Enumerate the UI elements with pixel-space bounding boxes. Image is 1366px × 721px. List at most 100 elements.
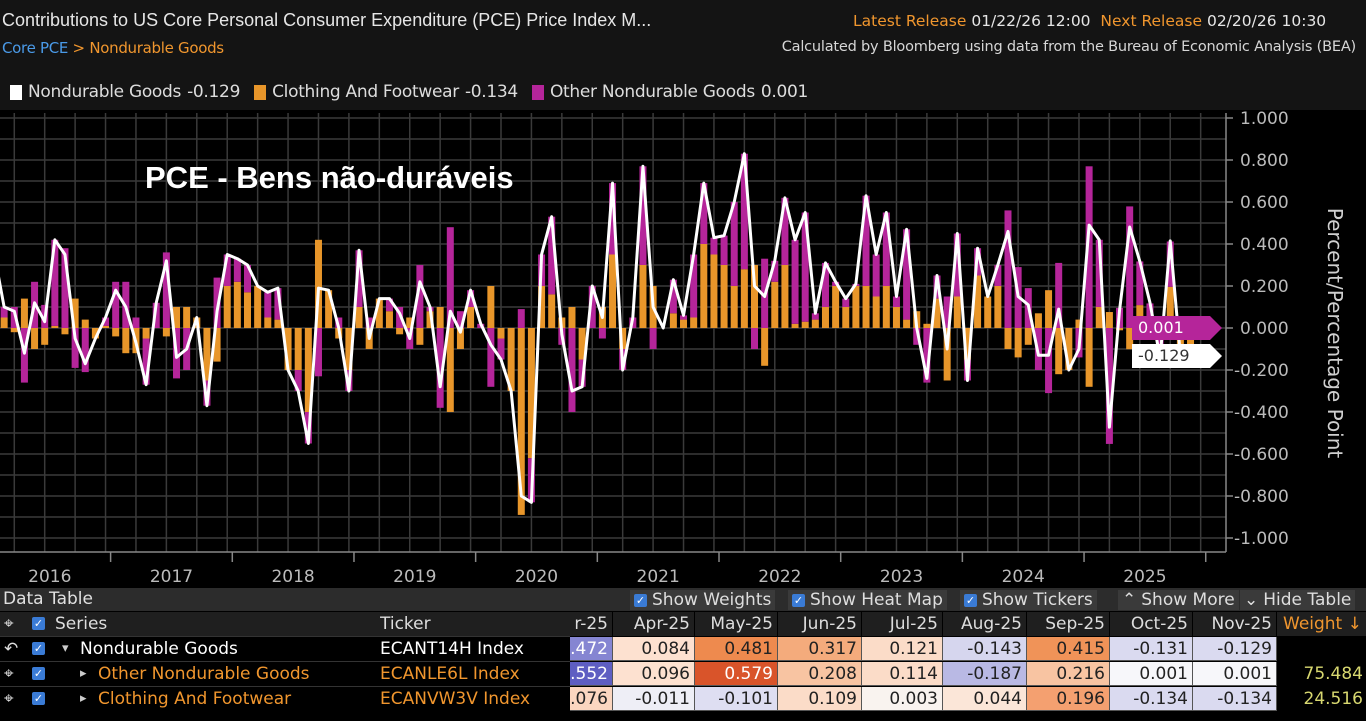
- point-nondurable-goods: [885, 212, 887, 213]
- legend-item-other[interactable]: Other Nondurable Goods 0.001: [531, 82, 808, 102]
- heat-cell[interactable]: 0.579: [695, 662, 778, 686]
- x-tick-label: 2018: [271, 567, 314, 587]
- point-nondurable-goods: [348, 390, 350, 392]
- heat-cell[interactable]: 0.044: [943, 687, 1027, 711]
- heat-cell[interactable]: -0.131: [1110, 637, 1193, 661]
- ticker[interactable]: ECANLE6L Index: [380, 664, 520, 684]
- row-divider: [0, 636, 570, 637]
- point-nondurable-goods: [419, 281, 421, 283]
- show-tickers-toggle[interactable]: ✓ Show Tickers: [960, 590, 1097, 610]
- bar-clothing: [314, 239, 322, 328]
- legend-item-nondurable[interactable]: Nondurable Goods -0.129: [10, 82, 240, 102]
- heat-cell[interactable]: 0.109: [778, 687, 862, 711]
- chart-plot[interactable]: 2016 2017 2018 2019 2020 2021 2022 2023 2024 2025…: [0, 110, 1366, 588]
- point-nondurable-goods: [3, 306, 5, 308]
- heat-cell[interactable]: 0.415: [1027, 637, 1110, 661]
- point-nondurable-goods: [683, 314, 685, 316]
- point-nondurable-goods: [165, 260, 167, 262]
- heat-cell[interactable]: 0.084: [613, 637, 695, 661]
- row-checkbox[interactable]: ✓: [32, 667, 45, 680]
- heat-cell[interactable]: 0.196: [1027, 687, 1110, 711]
- ticker[interactable]: ECANVW3V Index: [380, 689, 531, 709]
- column-header-month[interactable]: Jun-25: [778, 612, 862, 636]
- column-header-weight[interactable]: Weight ↓: [1283, 614, 1362, 634]
- heat-cell[interactable]: -0.187: [943, 662, 1027, 686]
- row-checkbox[interactable]: ✓: [32, 692, 45, 705]
- x-tick-label: 2019: [393, 567, 436, 587]
- reset-icon[interactable]: ↶: [4, 639, 19, 659]
- row-divider: [0, 686, 570, 687]
- heat-cell[interactable]: -0.101: [695, 687, 778, 711]
- heat-cell[interactable]: 0.208: [778, 662, 862, 686]
- crosshair-icon[interactable]: ⌖: [4, 689, 14, 709]
- column-header-month[interactable]: Oct-25: [1110, 612, 1193, 636]
- breadcrumb-core-pce[interactable]: Core PCE: [2, 39, 69, 57]
- crosshair-icon[interactable]: ⌖: [4, 614, 14, 634]
- bar-other: [649, 328, 657, 349]
- point-nondurable-goods: [1098, 239, 1100, 241]
- column-header-month[interactable]: Nov-25: [1193, 612, 1277, 636]
- ticker[interactable]: ECANT14H Index: [380, 639, 524, 659]
- bar-other: [71, 328, 79, 368]
- column-header-series[interactable]: Series: [55, 614, 108, 634]
- column-header-month[interactable]: r-25: [570, 612, 613, 636]
- row-checkbox[interactable]: ✓: [32, 642, 45, 655]
- collapse-icon[interactable]: ▾: [62, 641, 69, 656]
- point-nondurable-goods: [399, 312, 401, 314]
- point-nondurable-goods: [1068, 369, 1070, 371]
- column-header-month[interactable]: Apr-25: [613, 612, 695, 636]
- heat-cell[interactable]: -0.134: [1110, 687, 1193, 711]
- column-header-ticker[interactable]: Ticker: [380, 614, 431, 634]
- column-header-month[interactable]: Sep-25: [1027, 612, 1110, 636]
- show-more-button[interactable]: ⌃ Show More: [1118, 590, 1239, 610]
- heat-cell[interactable]: -0.011: [613, 687, 695, 711]
- heat-cell[interactable]: -0.134: [1193, 687, 1277, 711]
- bar-other: [1085, 166, 1093, 328]
- expand-icon[interactable]: ▸: [80, 691, 87, 706]
- show-heat-map-toggle[interactable]: ✓ Show Heat Map: [788, 590, 947, 610]
- bar-clothing: [933, 298, 941, 328]
- heat-cell[interactable]: 0.216: [1027, 662, 1110, 686]
- heat-cell[interactable]: 0.096: [613, 662, 695, 686]
- heat-cell[interactable]: 0.481: [695, 637, 778, 661]
- table-header-row: [0, 612, 1366, 636]
- point-nondurable-goods: [784, 197, 786, 199]
- bar-other: [690, 254, 698, 318]
- point-nondurable-goods: [1048, 354, 1050, 356]
- heat-cell[interactable]: .552: [570, 662, 613, 686]
- crosshair-icon[interactable]: ⌖: [4, 664, 14, 684]
- heat-cell[interactable]: -0.143: [943, 637, 1027, 661]
- bar-clothing: [984, 296, 992, 328]
- series-name[interactable]: Clothing And Footwear: [98, 689, 292, 709]
- heat-cell[interactable]: .076: [570, 687, 613, 711]
- expand-icon[interactable]: ▸: [80, 666, 87, 681]
- bar-clothing: [568, 307, 576, 328]
- select-all-checkbox[interactable]: ✓: [32, 617, 45, 630]
- bar-clothing: [1085, 328, 1093, 387]
- heat-cell[interactable]: 0.003: [862, 687, 943, 711]
- hide-table-button[interactable]: ⌄ Hide Table: [1240, 590, 1356, 610]
- heat-cell[interactable]: 0.001: [1110, 662, 1193, 686]
- point-nondurable-goods: [307, 443, 309, 444]
- series-name[interactable]: Other Nondurable Goods: [98, 664, 310, 684]
- heat-cell[interactable]: 0.121: [862, 637, 943, 661]
- column-header-month[interactable]: Aug-25: [943, 612, 1027, 636]
- heat-cell[interactable]: 0.001: [1193, 662, 1277, 686]
- bar-clothing: [852, 286, 860, 328]
- legend-item-clothing[interactable]: Clothing And Footwear -0.134: [254, 82, 518, 102]
- bar-other: [872, 254, 880, 297]
- heat-cell[interactable]: 0.114: [862, 662, 943, 686]
- heat-cell[interactable]: -0.129: [1193, 637, 1277, 661]
- column-header-month[interactable]: Jul-25: [862, 612, 943, 636]
- bar-other: [112, 281, 120, 328]
- point-nondurable-goods: [743, 153, 745, 155]
- bar-clothing: [953, 296, 961, 328]
- bar-other: [355, 250, 363, 307]
- column-header-month[interactable]: May-25: [695, 612, 778, 636]
- show-weights-toggle[interactable]: ✓ Show Weights: [630, 590, 776, 610]
- heat-cell[interactable]: 0.317: [778, 637, 862, 661]
- heat-cell[interactable]: .472: [570, 637, 613, 661]
- bar-clothing: [842, 307, 850, 328]
- series-name[interactable]: Nondurable Goods: [80, 639, 238, 659]
- bar-other: [1136, 261, 1144, 306]
